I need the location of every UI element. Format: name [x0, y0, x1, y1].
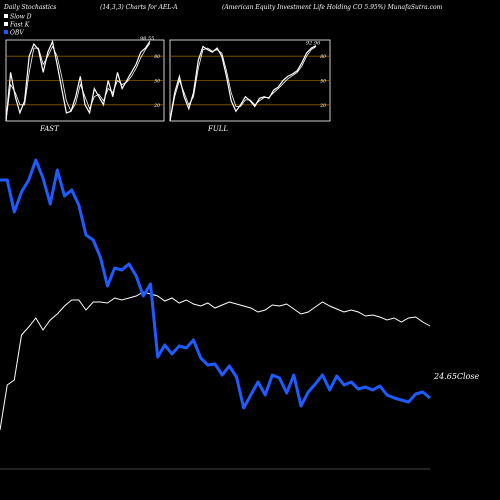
- full-panel-caption: FULL: [207, 125, 228, 133]
- legend-label-slow-d: Slow D: [10, 14, 32, 21]
- chart-title: Daily Stochastics: [3, 4, 56, 11]
- company-name: (American Equity Investment Life Holding…: [222, 4, 443, 11]
- full-slow-line: [169, 46, 317, 122]
- close-price-line: [0, 291, 431, 431]
- legend-swatch-slow-d: [4, 14, 8, 18]
- fast-tick-label-50: 50: [154, 79, 160, 85]
- full-tick-label-20: 20: [319, 103, 326, 109]
- full-last-value-label: 92.96: [306, 41, 321, 47]
- fast-tick-label-20: 20: [153, 103, 160, 109]
- obv-price-panel: [0, 158, 431, 470]
- full-tick-label-80: 80: [320, 54, 326, 60]
- fast-panel-caption: FAST: [39, 125, 60, 133]
- legend-swatch-fast-k: [4, 22, 8, 26]
- legend-label-obv: OBV: [10, 30, 24, 37]
- legend-swatch-obv: [4, 30, 8, 34]
- legend-label-fast-k: Fast K: [9, 22, 30, 29]
- fast-stochastic-panel: 80 50 20 98.55: [5, 36, 165, 122]
- fast-slow-line: [5, 42, 151, 122]
- fast-tick-label-80: 80: [154, 54, 160, 60]
- full-stochastic-panel: 80 50 20 92.96: [169, 39, 331, 122]
- full-fast-line: [169, 45, 317, 122]
- legend: Slow D Fast K OBV: [4, 14, 32, 37]
- chart-params: (14,3,3) Charts for AEL-A: [100, 4, 178, 11]
- fast-fast-line: [5, 39, 151, 122]
- fast-last-value-label: 98.55: [140, 36, 154, 42]
- full-tick-label-50: 50: [320, 79, 326, 85]
- last-close-label: 24.65Close: [433, 372, 480, 381]
- obv-line: [0, 158, 431, 410]
